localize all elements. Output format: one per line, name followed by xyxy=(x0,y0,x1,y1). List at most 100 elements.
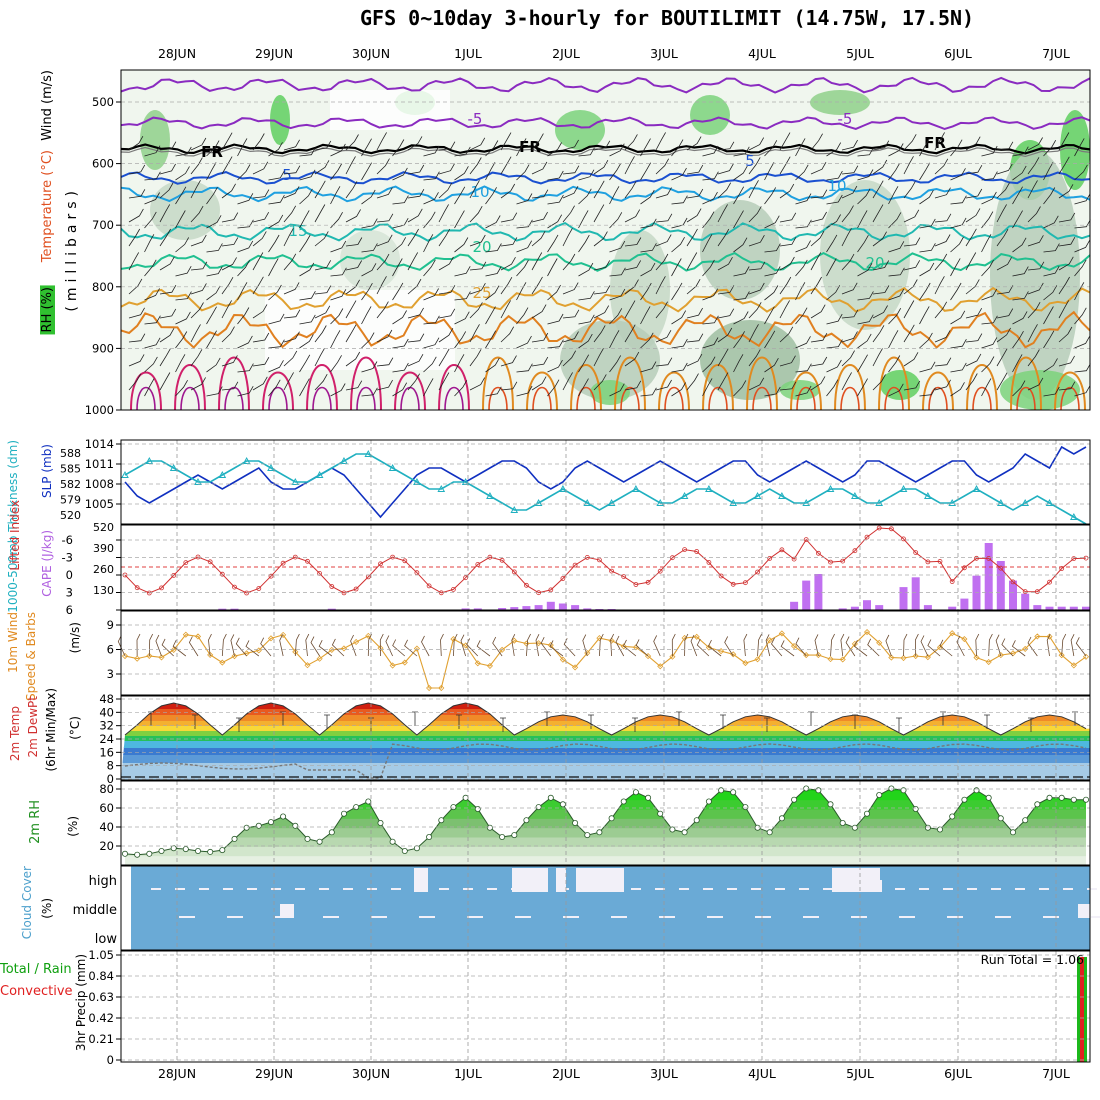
wind-barb xyxy=(469,349,482,367)
wind-barb xyxy=(1027,157,1040,175)
isotherm-loop xyxy=(438,364,470,411)
rh-marker xyxy=(839,820,846,827)
lifted-index-marker xyxy=(937,559,943,564)
wind-barb xyxy=(640,387,657,397)
wind-barb-10m xyxy=(188,636,199,657)
wind-barb xyxy=(671,237,685,253)
wind-barb xyxy=(1074,282,1085,301)
wind-barb xyxy=(593,180,605,199)
wind-barb-10m xyxy=(599,633,604,657)
rh-contour-shade xyxy=(555,110,605,150)
wind-barb xyxy=(361,306,372,325)
wind-barb xyxy=(981,315,998,325)
wind-barb xyxy=(857,169,874,181)
wind-barb xyxy=(469,137,486,151)
contour-label: 20 xyxy=(865,254,884,272)
cloud-gap-line xyxy=(515,916,531,918)
wind-speed-marker xyxy=(304,662,311,669)
cloud-gap-line xyxy=(943,888,953,890)
wind-barb xyxy=(454,354,465,373)
wind-barb xyxy=(717,204,728,223)
date-label-bottom: 4JUL xyxy=(748,1066,776,1081)
rh-marker xyxy=(888,785,895,792)
precip-tick-label: 1.05 xyxy=(88,948,114,962)
wind-barb xyxy=(826,379,839,397)
lifted-index-marker xyxy=(353,586,359,592)
wind-barb xyxy=(1027,206,1041,223)
wind-barb xyxy=(562,165,580,175)
wind-barb xyxy=(826,339,843,349)
wind-barb xyxy=(810,230,825,247)
wind-barb-10m xyxy=(995,634,1002,657)
wind-barb xyxy=(314,305,331,319)
wind-barb xyxy=(159,372,171,391)
chart-title: GFS 0~10day 3-hourly for BOUTILIMIT (14.… xyxy=(360,6,975,30)
lifted-index-marker xyxy=(609,568,614,574)
wind-barb xyxy=(640,162,652,181)
isotherm-loop xyxy=(878,356,910,411)
wind-barb xyxy=(733,186,745,205)
wind-barb xyxy=(640,138,651,157)
minmax-marker xyxy=(192,714,198,729)
wind-barb-10m xyxy=(622,639,637,657)
wind-barb xyxy=(345,237,363,247)
cloud-gap-line xyxy=(871,888,881,890)
wind-barb xyxy=(981,288,998,301)
cloud-gap-line xyxy=(611,916,627,918)
wind-barb xyxy=(423,337,440,349)
rh-marker xyxy=(949,813,956,820)
date-label-bottom: 30JUN xyxy=(351,1066,391,1081)
wind-barb-10m xyxy=(956,635,965,657)
wind-barb xyxy=(330,308,344,325)
wind-barb xyxy=(624,260,642,271)
wind-barb-10m xyxy=(492,636,503,657)
rh-marker xyxy=(426,834,433,841)
lifted-index-marker xyxy=(292,554,298,560)
wind-barb xyxy=(547,194,564,205)
wind-barb xyxy=(283,165,301,175)
wind-barb xyxy=(283,350,298,367)
wind-barb-10m xyxy=(1075,637,1087,657)
wind-speed-marker xyxy=(328,646,335,653)
wind-barb xyxy=(392,338,409,349)
wind-barb xyxy=(686,208,702,223)
isotherm-loop-inner xyxy=(752,386,772,411)
lifted-index-marker xyxy=(256,586,262,591)
wind-barb xyxy=(996,348,1008,367)
wind-barb-10m xyxy=(1011,640,1026,657)
wind-barb xyxy=(981,145,998,157)
wind-barb xyxy=(485,285,500,301)
wind-barb xyxy=(299,147,316,157)
wind-barb xyxy=(826,214,841,229)
rh-tick-label: 20 xyxy=(99,839,114,853)
wind-speed-marker xyxy=(267,635,275,642)
wind-barb xyxy=(314,374,328,391)
lifted-index-marker xyxy=(232,584,237,590)
pressure-tick-label: 800 xyxy=(92,280,114,294)
isotherm-loop-inner xyxy=(620,386,640,411)
wind-barb xyxy=(438,182,453,199)
wind-barb xyxy=(717,348,729,367)
wind-barb-10m xyxy=(476,640,491,657)
wind-barb xyxy=(314,204,326,223)
wind-barb xyxy=(1058,156,1070,175)
wind-barb xyxy=(624,209,641,223)
wind-barb xyxy=(686,353,703,367)
wind-barb-10m xyxy=(440,633,444,657)
wind-barb-10m xyxy=(526,633,531,657)
wind-barb xyxy=(717,308,735,319)
isotherm-loop-inner xyxy=(1016,386,1036,411)
wind-speed-marker xyxy=(803,652,810,659)
wind-barb xyxy=(1043,243,1060,253)
lifted-index-marker xyxy=(341,590,347,596)
cape-tick-label: 260 xyxy=(93,563,114,576)
wind-barb xyxy=(392,362,409,373)
wind-barb xyxy=(299,291,316,301)
wind-barb xyxy=(965,373,978,391)
cape-bar xyxy=(911,577,920,610)
lifted-index-marker xyxy=(706,560,712,565)
wind-barb xyxy=(795,240,811,253)
wind-barb xyxy=(190,349,203,367)
rh-marker xyxy=(146,850,153,857)
rh-marker xyxy=(1070,796,1077,803)
